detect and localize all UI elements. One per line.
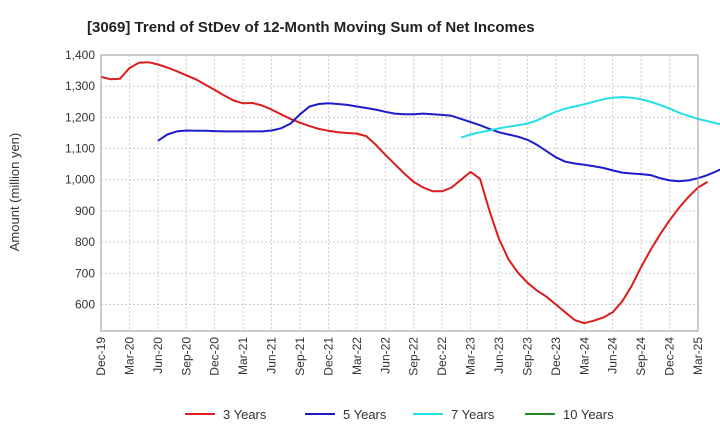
x-tick-label: Sep-24 [634,337,648,376]
y-tick-label: 600 [75,297,95,311]
x-tick-label: Jun-23 [492,337,506,374]
series-line-2 [157,102,720,183]
x-tick-label: Jun-21 [265,337,279,374]
y-tick-label: 800 [75,235,95,249]
y-tick-label: 1,200 [65,110,95,124]
y-tick-label: 1,100 [65,142,95,156]
y-tick-label: 700 [75,266,95,280]
series-lines [100,61,720,325]
x-tick-label: Jun-22 [378,337,392,374]
x-tick-label: Jun-20 [151,337,165,374]
x-tick-label: Sep-21 [293,337,307,376]
y-tick-label: 1,300 [65,79,95,93]
y-tick-label: 900 [75,204,95,218]
y-tick-label: 1,000 [65,173,95,187]
x-tick-label: Mar-21 [236,337,250,375]
x-tick-label: Mar-20 [122,337,136,375]
y-axis-label: Amount (million yen) [7,133,22,252]
x-tick-label: Mar-24 [577,337,591,375]
plot-area-border [100,54,699,332]
x-tick-label: Sep-23 [520,337,534,376]
series-line-1 [100,61,709,325]
legend-label-2: 5 Years [343,407,387,422]
x-tick-label: Mar-23 [464,337,478,375]
chart-title: [3069] Trend of StDev of 12-Month Moving… [87,19,535,36]
x-tick-label: Sep-20 [179,337,193,376]
x-tick-label: Dec-19 [94,337,108,376]
grid-lines [100,54,699,331]
legend: 3 Years 5 Years 7 Years 10 Years [185,407,614,422]
x-tick-label: Mar-22 [350,337,364,375]
x-tick-label: Dec-20 [208,337,222,376]
x-tick-label: Mar-25 [691,337,705,375]
legend-label-4: 10 Years [563,407,614,422]
x-tick-label: Dec-24 [663,337,677,376]
legend-label-1: 3 Years [223,407,267,422]
y-tick-label: 1,400 [65,48,95,62]
x-tick-label: Dec-22 [435,337,449,376]
y-tick-labels: 600 700 800 900 1,000 1,100 1,200 1,300 1,400 [65,48,95,311]
x-tick-label: Dec-23 [549,337,563,376]
legend-label-3: 7 Years [451,407,495,422]
x-tick-labels: Dec-19 Mar-20 Jun-20 Sep-20 Dec-20 Mar-21 Jun-… [94,337,705,376]
x-tick-label: Sep-22 [407,337,421,376]
series-line-3 [460,96,720,139]
x-tick-label: Dec-21 [321,337,335,376]
x-tick-label: Jun-24 [606,337,620,374]
